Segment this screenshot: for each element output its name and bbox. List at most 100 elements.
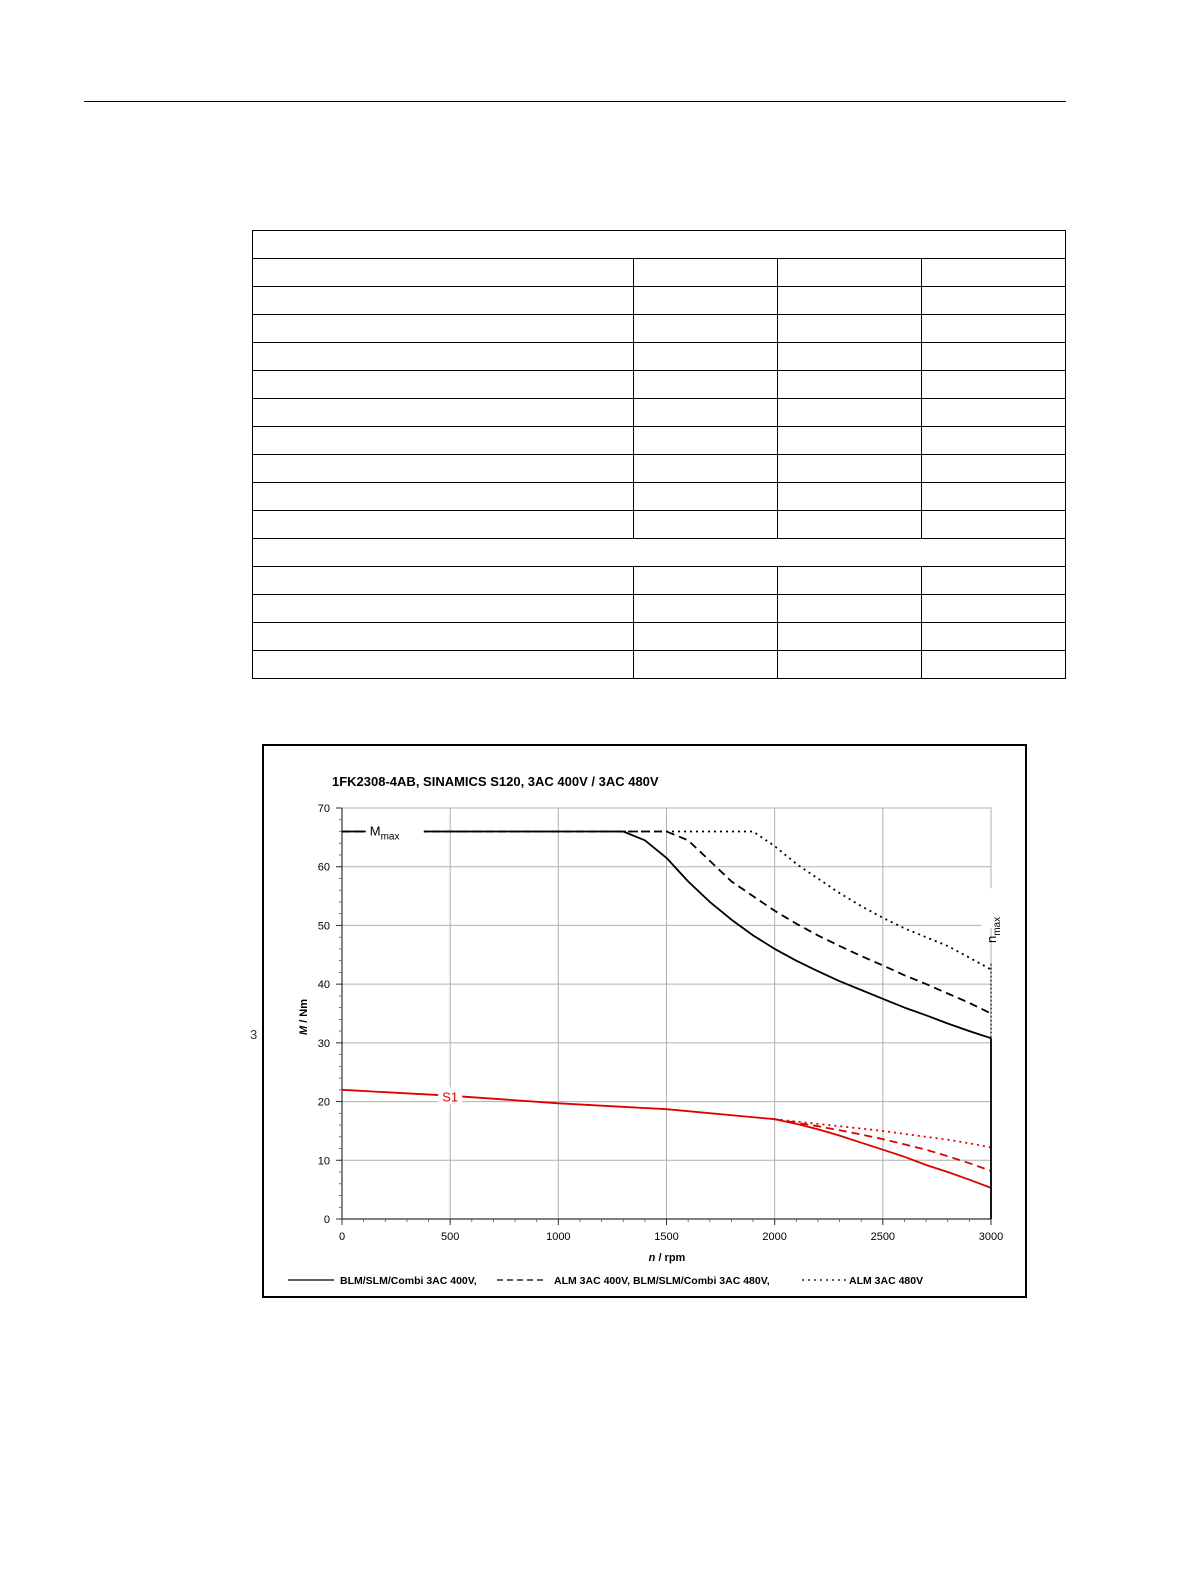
table-row xyxy=(252,314,1066,343)
table-cell xyxy=(252,286,634,315)
table-cell xyxy=(921,594,1066,623)
y-tick-label: 70 xyxy=(318,803,330,815)
table-cell xyxy=(633,594,778,623)
series-line-mmax-dotted xyxy=(342,830,992,971)
nmax-label-bg xyxy=(981,888,1001,929)
table-cell xyxy=(633,566,778,595)
x-tick-label: 1000 xyxy=(546,1231,570,1243)
table-cell xyxy=(633,426,778,455)
series-line-mmax-solid xyxy=(342,830,992,1040)
nmax-label: nmax xyxy=(984,917,1003,943)
mmax-label: Mmax xyxy=(370,823,400,842)
s1-label: S1 xyxy=(442,1089,458,1104)
table-cell xyxy=(921,258,1066,287)
series-line-s1-dotted xyxy=(774,1118,992,1149)
table-cell xyxy=(633,510,778,539)
table-cell xyxy=(633,370,778,399)
x-tick-label: 500 xyxy=(441,1231,459,1243)
table-cell xyxy=(921,622,1066,651)
table-header-row xyxy=(252,230,1066,259)
table-cell xyxy=(252,342,634,371)
table-section-row xyxy=(252,538,1066,567)
table-cell xyxy=(633,650,778,679)
series-line-s1-solid xyxy=(341,1088,992,1189)
table-row xyxy=(252,482,1066,511)
x-axis-unit: / rpm xyxy=(655,1252,685,1264)
table-cell xyxy=(252,594,634,623)
table-cell xyxy=(252,538,1066,567)
table-cell xyxy=(921,650,1066,679)
table-cell xyxy=(921,482,1066,511)
data-table xyxy=(252,230,1066,679)
table-row xyxy=(252,454,1066,483)
table-cell xyxy=(252,454,634,483)
table-cell xyxy=(921,426,1066,455)
table-cell xyxy=(777,622,922,651)
table-cell xyxy=(252,398,634,427)
table-cell xyxy=(633,622,778,651)
x-tick-label: 3000 xyxy=(979,1231,1003,1243)
x-tick-label: 0 xyxy=(339,1231,345,1243)
chart-frame: 1FK2308-4AB, SINAMICS S120, 3AC 400V / 3… xyxy=(262,744,1027,1298)
table-row xyxy=(252,258,1066,287)
table-cell xyxy=(921,510,1066,539)
table-cell xyxy=(252,650,634,679)
table-cell xyxy=(633,258,778,287)
nmax-label-sub: max xyxy=(992,917,1003,936)
chart-title: 1FK2308-4AB, SINAMICS S120, 3AC 400V / 3… xyxy=(332,774,659,789)
table-cell xyxy=(252,566,634,595)
table-cell xyxy=(777,342,922,371)
table-cell xyxy=(777,370,922,399)
table-row xyxy=(252,566,1066,595)
x-axis-var: n xyxy=(649,1252,656,1264)
legend-label: BLM/SLM/Combi 3AC 400V, xyxy=(340,1275,477,1287)
table-cell xyxy=(921,454,1066,483)
table-cell xyxy=(921,286,1066,315)
nmax-label-main: n xyxy=(984,936,999,943)
table-cell xyxy=(921,342,1066,371)
table-cell xyxy=(777,398,922,427)
y-axis-var: M xyxy=(298,1025,310,1035)
table-cell xyxy=(252,230,1066,259)
x-tick-label: 2000 xyxy=(762,1231,786,1243)
x-axis-label: n / rpm xyxy=(649,1252,686,1264)
table-cell xyxy=(252,622,634,651)
series-line-s1-dashed xyxy=(774,1118,992,1172)
y-axis-label: M / Nm xyxy=(298,999,310,1035)
y-tick-label: 20 xyxy=(318,1097,330,1109)
x-tick-label: 2500 xyxy=(871,1231,895,1243)
s1-label-bg xyxy=(438,1087,463,1105)
series-line-mmax-dashed xyxy=(342,830,992,1015)
table-cell xyxy=(633,286,778,315)
table-row xyxy=(252,370,1066,399)
mmax-label-sub: max xyxy=(381,831,400,842)
table-cell xyxy=(252,482,634,511)
table-row xyxy=(252,342,1066,371)
mmax-label-bg xyxy=(365,822,424,841)
y-tick-label: 50 xyxy=(318,920,330,932)
table-cell xyxy=(633,454,778,483)
table-cell xyxy=(921,398,1066,427)
table-cell xyxy=(777,650,922,679)
table-cell xyxy=(252,314,634,343)
header-rule xyxy=(84,101,1066,102)
table-row xyxy=(252,510,1066,539)
table-cell xyxy=(777,594,922,623)
table-cell xyxy=(252,258,634,287)
table-row xyxy=(252,650,1066,679)
mmax-label-main: M xyxy=(370,823,381,838)
table-cell xyxy=(777,510,922,539)
table-cell xyxy=(777,426,922,455)
x-tick-label: 1500 xyxy=(654,1231,678,1243)
table-row xyxy=(252,622,1066,651)
table-cell xyxy=(777,258,922,287)
table-cell xyxy=(252,426,634,455)
table-cell xyxy=(777,566,922,595)
table-cell xyxy=(777,286,922,315)
table-cell xyxy=(777,482,922,511)
table-row xyxy=(252,398,1066,427)
table-cell xyxy=(252,370,634,399)
table-cell xyxy=(633,482,778,511)
torque-speed-chart: 1FK2308-4AB, SINAMICS S120, 3AC 400V / 3… xyxy=(288,774,1003,1287)
table-cell xyxy=(777,314,922,343)
